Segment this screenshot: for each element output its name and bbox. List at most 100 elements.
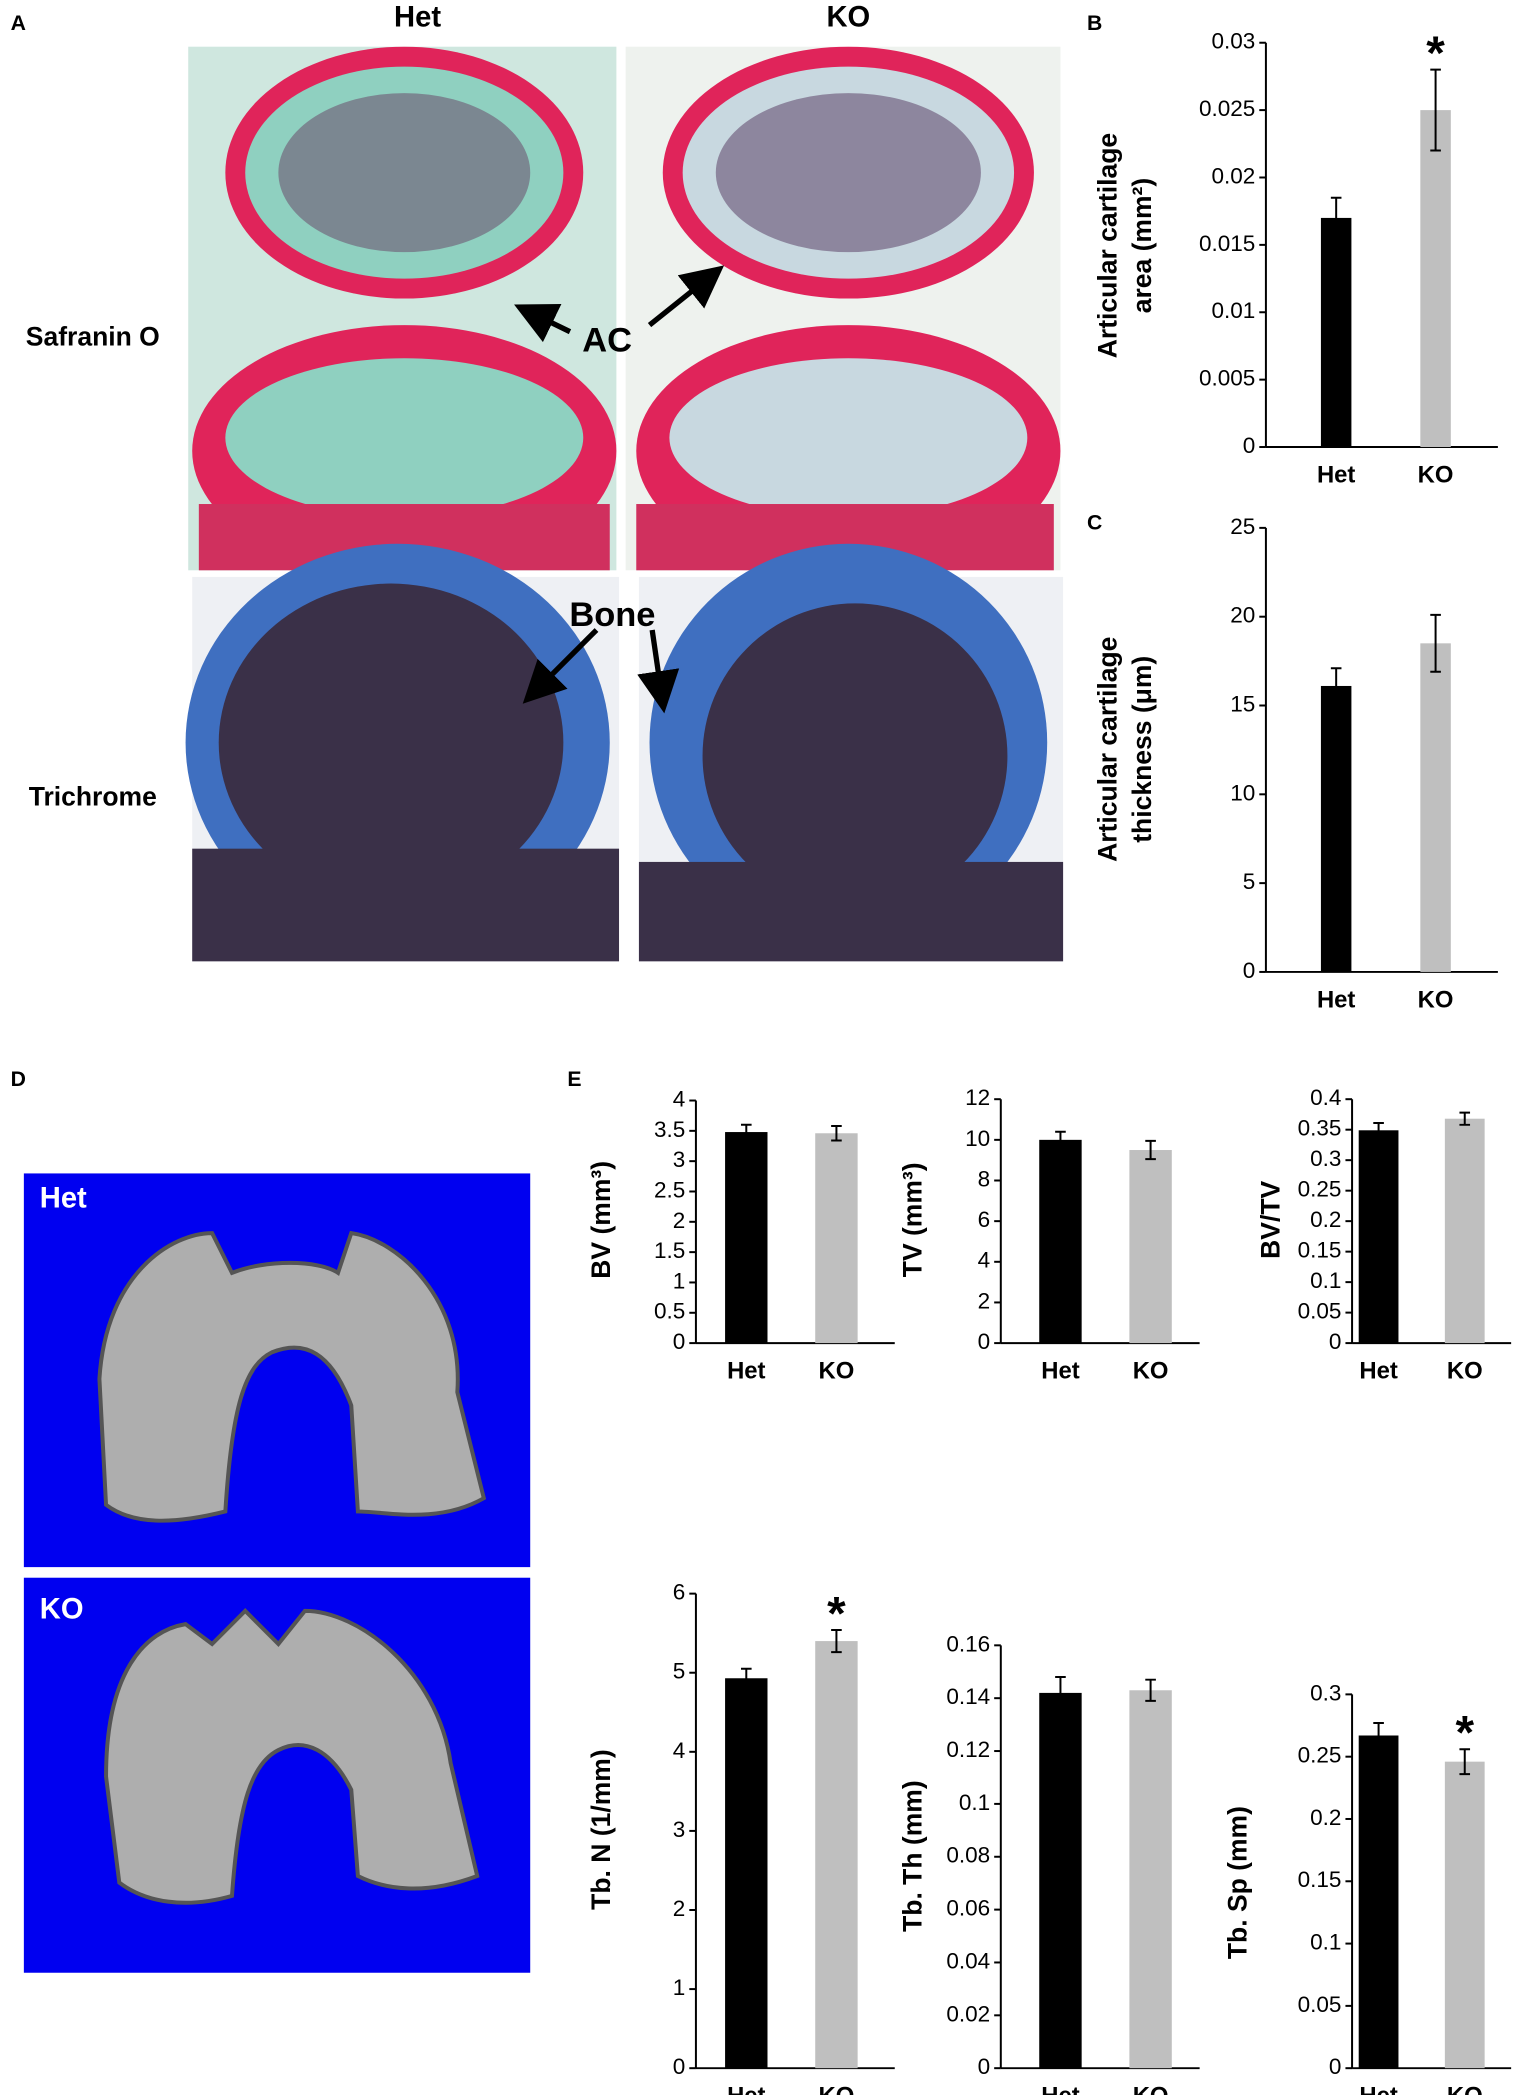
y-axis-label: Articular cartilage xyxy=(1092,637,1122,862)
bar xyxy=(1358,1735,1399,2069)
y-tick-label: 0.12 xyxy=(946,1737,990,1762)
y-tick-label: 12 xyxy=(965,1085,990,1110)
error-bar xyxy=(1430,68,1441,152)
error-bar xyxy=(1055,1130,1066,1149)
y-tick-label: 2 xyxy=(978,1288,991,1313)
y-tick-label: 6 xyxy=(978,1207,991,1232)
y-tick-label: 4 xyxy=(673,1086,686,1111)
panel-label: B xyxy=(1087,12,1102,35)
y-tick-label: 0.15 xyxy=(1298,1238,1342,1263)
x-tick-label: KO xyxy=(819,1358,855,1385)
x-tick-label: Het xyxy=(1317,461,1356,488)
y-tick-label: 0.025 xyxy=(1199,96,1255,121)
significance-marker: * xyxy=(1455,1707,1474,1760)
panel-label: E xyxy=(567,1068,581,1091)
y-tick-label: 0 xyxy=(1329,1329,1342,1354)
y-tick-label: 0.25 xyxy=(1298,1177,1342,1202)
error-bar xyxy=(1430,613,1441,673)
x-tick-label: KO xyxy=(819,2083,855,2095)
y-tick-label: 0.05 xyxy=(1298,1299,1342,1324)
y-tick-label: 2 xyxy=(673,1896,686,1921)
x-tick-label: KO xyxy=(1133,2083,1169,2095)
bar xyxy=(1420,643,1451,972)
column-label: KO xyxy=(826,2,870,34)
bar xyxy=(1444,1118,1485,1344)
y-tick-label: 5 xyxy=(1243,869,1256,894)
y-tick-label: 0 xyxy=(673,1329,686,1354)
error-bar xyxy=(831,1124,842,1142)
y-axis-label: Tb. N (1/mm) xyxy=(586,1749,616,1909)
x-tick-label: Het xyxy=(1041,1358,1080,1385)
error-bar xyxy=(1459,1111,1471,1126)
bar xyxy=(725,1132,768,1344)
y-tick-label: 0.5 xyxy=(654,1299,685,1324)
y-tick-label: 0.2 xyxy=(1310,1207,1341,1232)
significance-marker: * xyxy=(1426,27,1445,80)
significance-marker: * xyxy=(827,1587,846,1640)
error-bar xyxy=(1145,1678,1156,1702)
error-bar xyxy=(1459,1748,1471,1776)
x-tick-label: Het xyxy=(727,2083,765,2095)
y-axis-label: TV (mm³) xyxy=(898,1162,928,1277)
y-tick-label: 0.16 xyxy=(946,1631,990,1656)
y-tick-label: 0.02 xyxy=(1211,163,1255,188)
y-tick-label: 0.3 xyxy=(1310,1146,1341,1171)
y-tick-label: 0.015 xyxy=(1199,231,1255,256)
y-tick-label: 8 xyxy=(978,1166,991,1191)
y-tick-label: 3 xyxy=(673,1147,686,1172)
y-tick-label: 0.25 xyxy=(1298,1743,1342,1768)
x-tick-label: KO xyxy=(1447,1358,1483,1385)
y-tick-label: 3.5 xyxy=(654,1117,685,1142)
annotation: AC xyxy=(582,321,632,359)
column-label: Het xyxy=(394,2,441,34)
error-bar xyxy=(1373,1722,1384,1749)
y-tick-label: 0.35 xyxy=(1298,1116,1342,1141)
bar xyxy=(725,1678,768,2069)
x-tick-label: Het xyxy=(1359,1358,1398,1385)
y-tick-label: 0.14 xyxy=(946,1684,990,1709)
panel-label: D xyxy=(11,1068,26,1091)
bar xyxy=(1039,1139,1082,1344)
y-tick-label: 25 xyxy=(1230,514,1255,539)
y-tick-label: 2 xyxy=(673,1208,686,1233)
bar xyxy=(815,1641,858,2069)
row-label: Safranin O xyxy=(26,321,160,351)
y-axis-label: Articular cartilage xyxy=(1092,133,1122,358)
bar xyxy=(1320,217,1352,448)
error-bar xyxy=(1055,1676,1066,1710)
error-bar xyxy=(1373,1121,1384,1139)
y-tick-label: 0.04 xyxy=(946,1948,990,1973)
y-tick-label: 4 xyxy=(978,1248,991,1273)
x-tick-label: KO xyxy=(1418,461,1454,488)
y-tick-label: 1.5 xyxy=(654,1238,685,1263)
y-tick-label: 0.1 xyxy=(959,1790,990,1815)
bar xyxy=(815,1133,858,1344)
y-tick-label: 10 xyxy=(965,1126,990,1151)
x-tick-label: KO xyxy=(1418,986,1454,1013)
y-tick-label: 1 xyxy=(673,1268,686,1293)
y-tick-label: 0.3 xyxy=(1310,1680,1341,1705)
y-tick-label: 0.15 xyxy=(1298,1867,1342,1892)
x-tick-label: Het xyxy=(1041,2083,1080,2095)
y-tick-label: 5 xyxy=(673,1659,686,1684)
y-tick-label: 0.03 xyxy=(1211,29,1255,54)
x-tick-label: KO xyxy=(1133,1358,1169,1385)
y-axis-label: area (mm²) xyxy=(1127,178,1157,313)
error-bar xyxy=(1330,196,1342,240)
error-bar xyxy=(831,1629,842,1654)
y-tick-label: 0.1 xyxy=(1310,1930,1341,1955)
error-bar xyxy=(1145,1139,1156,1161)
y-tick-label: 0.01 xyxy=(1211,298,1255,323)
y-tick-label: 10 xyxy=(1230,780,1255,805)
y-axis-label: BV/TV xyxy=(1256,1180,1286,1258)
y-tick-label: 0 xyxy=(673,2054,686,2079)
y-tick-label: 0.1 xyxy=(1310,1268,1341,1293)
y-tick-label: 0 xyxy=(1329,2054,1342,2079)
bar xyxy=(1358,1130,1399,1344)
y-tick-label: 4 xyxy=(673,1738,686,1763)
y-tick-label: 0 xyxy=(1243,433,1256,458)
panel-label: A xyxy=(11,12,26,35)
bar xyxy=(1320,685,1352,972)
bar xyxy=(1420,110,1451,448)
